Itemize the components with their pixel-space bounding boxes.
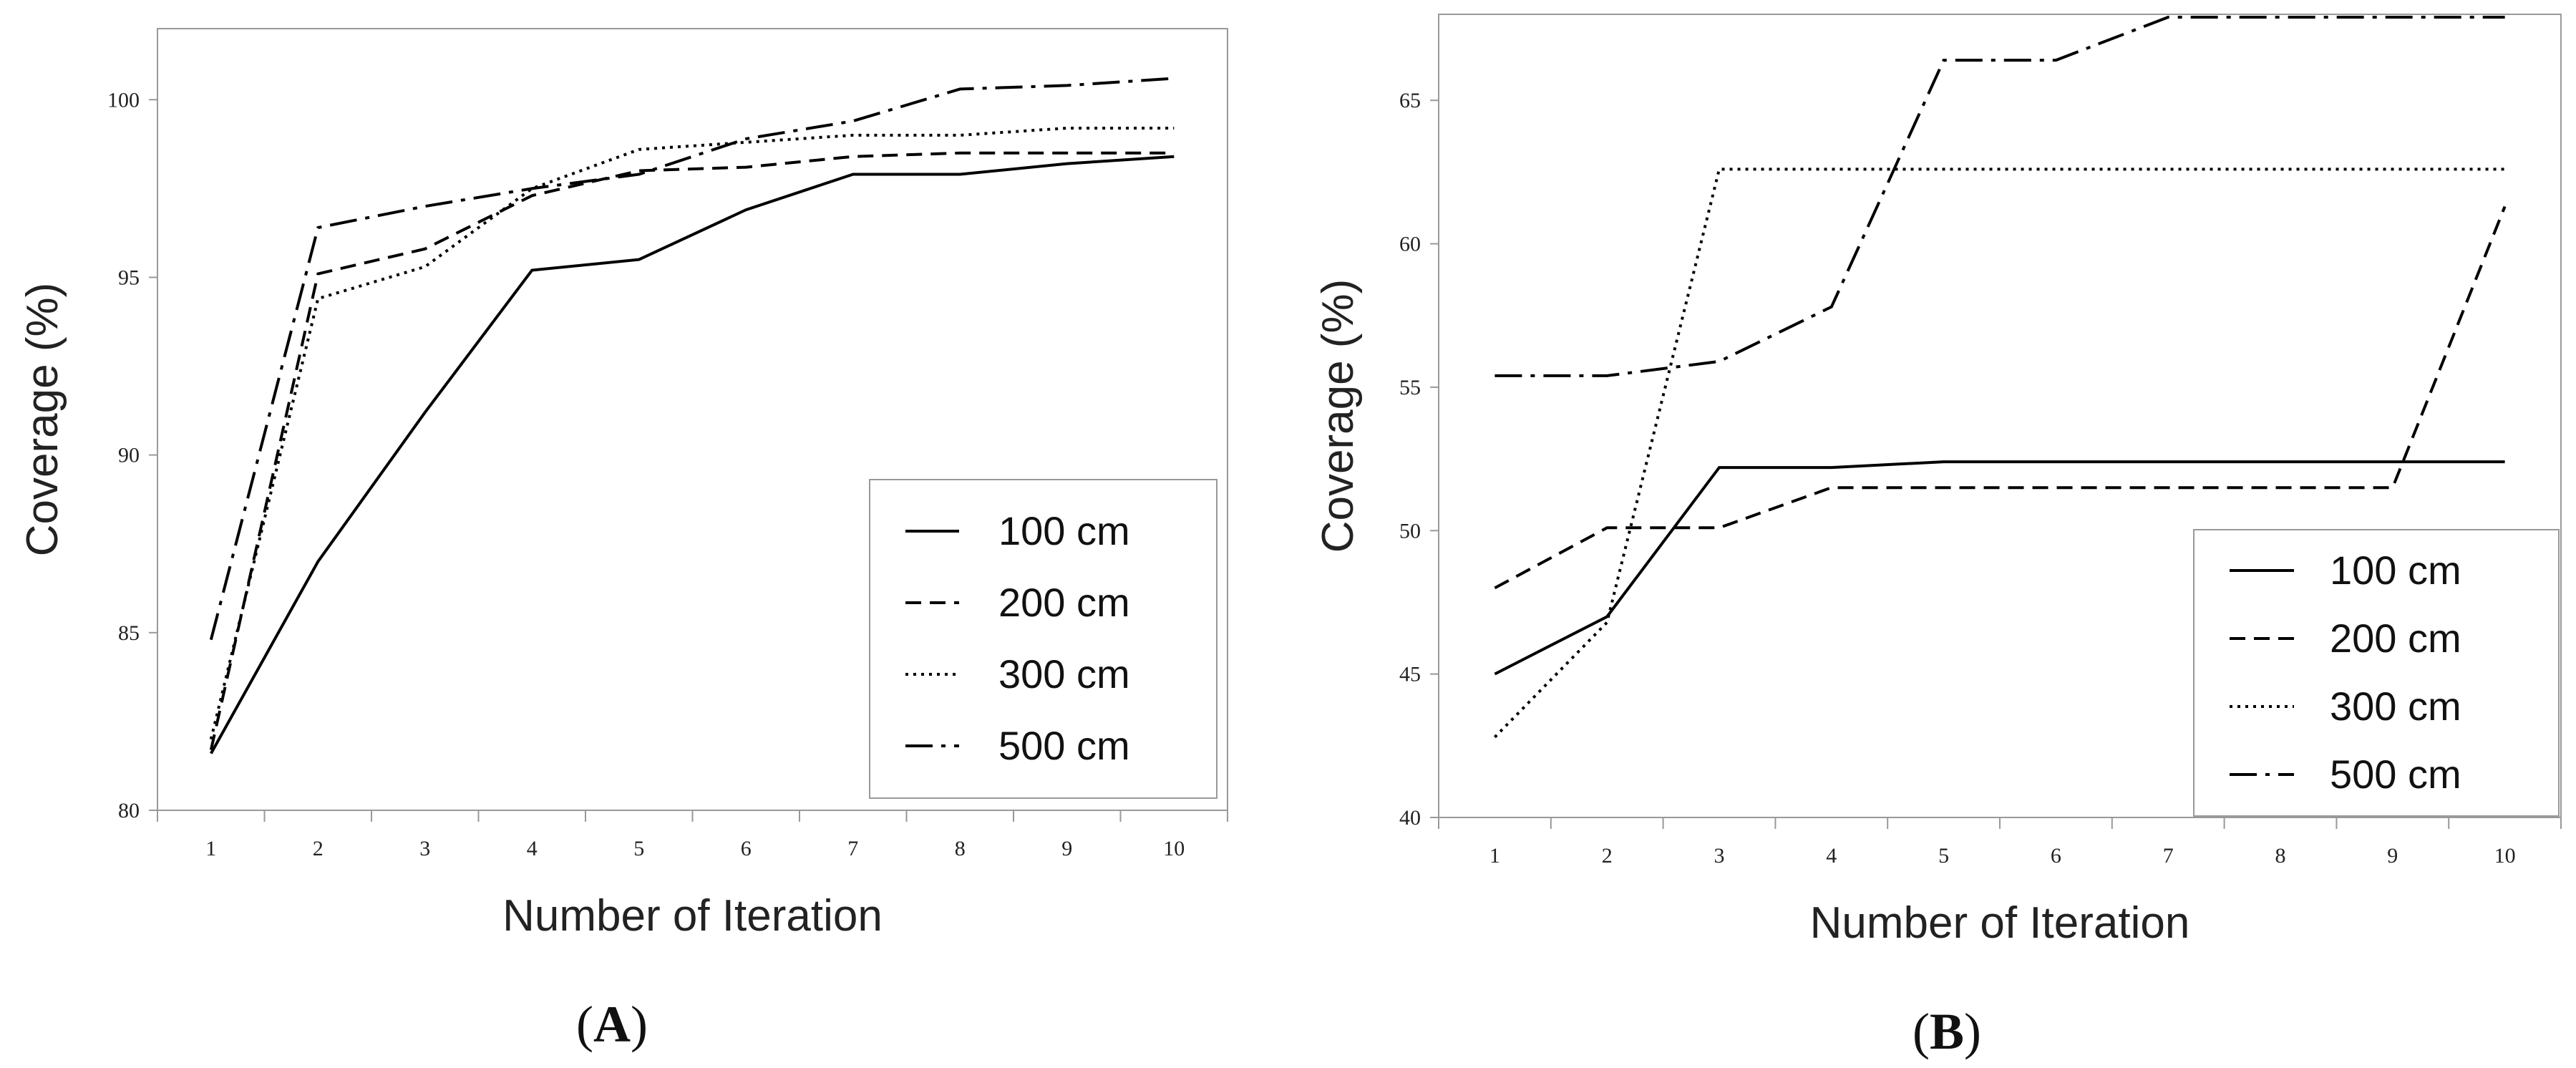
x-tick-label: 10 — [1163, 837, 1185, 860]
y-axis-label: Coverage (%) — [18, 283, 67, 556]
x-tick-label: 9 — [2387, 844, 2398, 868]
y-tick-label: 65 — [1399, 89, 1421, 112]
x-tick-label: 5 — [1938, 844, 1949, 868]
x-tick-label: 6 — [2051, 844, 2061, 868]
x-axis-label: Number of Iteration — [1810, 898, 2190, 948]
legend-label: 500 cm — [2330, 752, 2461, 797]
x-tick-label: 7 — [2163, 844, 2174, 868]
x-tick-label: 1 — [205, 837, 216, 860]
y-tick-label: 60 — [1399, 233, 1421, 256]
x-tick-label: 2 — [313, 837, 324, 860]
x-tick-label: 2 — [1602, 844, 1613, 868]
y-tick-label: 50 — [1399, 519, 1421, 543]
series-line-100-cm — [1494, 460, 2505, 676]
panel-label-close: ) — [631, 996, 648, 1053]
x-tick-label: 3 — [1714, 844, 1725, 868]
x-tick-label: 5 — [633, 837, 644, 860]
legend-label: 500 cm — [998, 723, 1130, 768]
legend-label: 100 cm — [2330, 548, 2461, 593]
y-tick-label: 80 — [118, 799, 140, 822]
series-line-200-cm — [1494, 205, 2507, 590]
chart-panel-a: 80 85 90 95 100 1 2 3 4 5 6 7 8 9 10 Number of Iteratio… — [18, 28, 1228, 1053]
legend-label: 100 cm — [998, 508, 1130, 553]
legend-label: 200 cm — [998, 580, 1130, 625]
y-tick-label: 100 — [107, 88, 140, 112]
panel-label-letter: B — [1930, 1003, 1964, 1060]
x-tick-label: 6 — [741, 837, 752, 860]
x-tick-label: 10 — [2494, 844, 2516, 868]
series-line-200-cm — [209, 151, 1175, 751]
y-tick-label: 55 — [1399, 376, 1421, 399]
x-tick-label: 4 — [527, 837, 538, 860]
panel-label-close: ) — [1964, 1003, 1981, 1060]
panel-label-letter: A — [593, 996, 631, 1053]
y-axis-label: Coverage (%) — [1313, 279, 1363, 553]
legend-label: 200 cm — [2330, 616, 2461, 661]
y-tick-label: 95 — [118, 266, 140, 289]
series-line-500-cm — [209, 77, 1175, 641]
x-tick-label: 1 — [1489, 844, 1500, 868]
y-tick-label: 40 — [1399, 806, 1421, 830]
legend-label: 300 cm — [2330, 684, 2461, 729]
panel-label: (B) — [1912, 1003, 1981, 1060]
x-axis-label: Number of Iteration — [502, 891, 883, 941]
series-line-500-cm — [1494, 16, 2505, 377]
series-line-300-cm — [1493, 168, 2505, 739]
panel-label-open: ( — [576, 996, 593, 1053]
legend-box — [2193, 529, 2560, 817]
legend: 100 cm 200 cm 300 cm 500 cm — [869, 479, 1217, 799]
panel-label-open: ( — [1912, 1003, 1930, 1060]
legend-label: 300 cm — [998, 651, 1130, 696]
x-tick-label: 8 — [2275, 844, 2286, 868]
x-tick-label: 4 — [1826, 844, 1837, 868]
x-tick-label: 3 — [419, 837, 430, 860]
y-tick-label: 85 — [118, 621, 140, 645]
y-tick-label: 90 — [118, 444, 140, 467]
x-tick-label: 9 — [1061, 837, 1072, 860]
legend: 100 cm 200 cm 300 cm 500 cm — [2193, 529, 2560, 817]
panel-label: (A) — [576, 996, 648, 1053]
y-tick-label: 45 — [1399, 663, 1421, 686]
series-line-100-cm — [210, 155, 1175, 754]
x-tick-label: 8 — [955, 837, 966, 860]
x-tick-label: 7 — [847, 837, 858, 860]
